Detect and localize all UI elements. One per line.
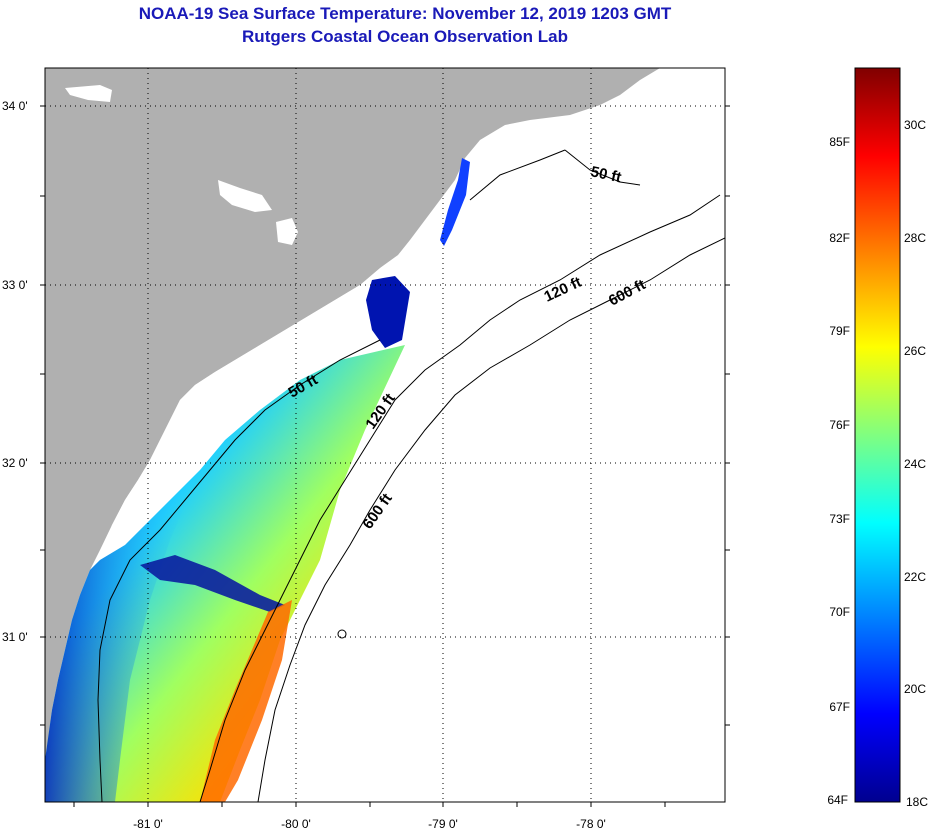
colorbar-label-30c: 30C <box>904 118 926 132</box>
colorbar <box>854 67 901 803</box>
colorbar-label-20c: 20C <box>904 682 926 696</box>
colorbar-label-82f: 82F <box>829 231 850 245</box>
lon-label-81: -81 0' <box>133 817 163 831</box>
sst-warm-core <box>200 600 292 802</box>
lon-label-79: -79 0' <box>428 817 458 831</box>
colorbar-label-24c: 24C <box>904 457 926 471</box>
lat-label-33: 33 0' <box>2 278 28 292</box>
contour-50ft <box>97 149 641 802</box>
lat-label-34: 34 0' <box>2 99 28 113</box>
lon-label-80: -80 0' <box>281 817 311 831</box>
title-line-2: Rutgers Coastal Ocean Observation Lab <box>242 27 568 46</box>
contour-label-50ft-north: 50 ft <box>589 163 623 186</box>
lat-label-31: 31 0' <box>2 630 28 644</box>
sst-cold-patch <box>366 276 410 348</box>
title-line-1: NOAA-19 Sea Surface Temperature: Novembe… <box>138 4 672 23</box>
land-mass <box>45 68 660 760</box>
lon-label-78: -78 0' <box>576 817 606 831</box>
colorbar-label-73f: 73F <box>829 512 850 526</box>
colorbar-label-64f: 64F <box>827 793 848 807</box>
colorbar-label-67f: 67F <box>829 700 850 714</box>
seamount-ring <box>337 629 347 639</box>
colorbar-label-85f: 85F <box>829 135 850 149</box>
graticule <box>45 68 725 802</box>
sst-nearshore-cool <box>45 470 200 802</box>
colorbar-label-76f: 76F <box>829 418 850 432</box>
contour-600ft <box>257 237 725 802</box>
colorbar-label-79f: 79F <box>829 324 850 338</box>
lake <box>218 180 272 212</box>
sst-cold-strip <box>440 158 470 246</box>
lat-label-32: 32 0' <box>2 456 28 470</box>
colorbar-label-26c: 26C <box>904 344 926 358</box>
colorbar-label-22c: 22C <box>904 570 926 584</box>
lake <box>65 85 112 102</box>
axis-ticks <box>40 105 730 807</box>
contour-120ft <box>199 194 721 802</box>
lake <box>276 218 298 245</box>
sst-swath <box>45 345 405 802</box>
colorbar-label-70f: 70F <box>829 605 850 619</box>
sst-cold-filament <box>140 555 285 612</box>
colorbar-label-28c: 28C <box>904 231 926 245</box>
colorbar-label-18c: 18C <box>906 795 928 809</box>
